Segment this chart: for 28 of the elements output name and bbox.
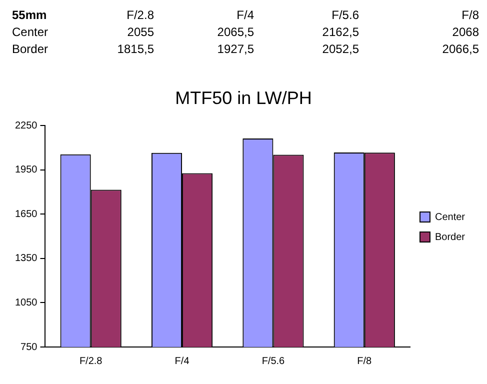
x-tick-label: F/8 xyxy=(357,356,372,367)
text: Center xyxy=(12,25,48,39)
text: 2065,5 xyxy=(216,25,254,39)
text: 2162,5 xyxy=(321,25,359,39)
y-tick-label: 1950 xyxy=(14,164,38,176)
y-tick-label: 1350 xyxy=(14,253,38,264)
category-label: F/2.8 xyxy=(126,8,154,22)
text: 2052,5 xyxy=(321,42,359,56)
text: 2055 xyxy=(126,25,154,39)
y-tick-label: 1050 xyxy=(14,297,38,308)
category-label: F/4 xyxy=(236,8,254,22)
text: Border xyxy=(12,42,48,56)
category-label: F/5.6 xyxy=(332,8,359,22)
text: 55mm xyxy=(12,8,48,22)
x-tick-label: F/2.8 xyxy=(79,356,103,367)
text: 2068 xyxy=(451,25,479,39)
x-tick-label: F/5.6 xyxy=(262,356,286,367)
text: 2066,5 xyxy=(441,42,479,56)
chart-title: MTF50 in LW/PH xyxy=(175,88,312,108)
legend-label: Border xyxy=(434,232,466,243)
text: 1815,5 xyxy=(116,42,154,56)
x-tick-label: F/4 xyxy=(174,356,190,367)
y-tick-label: 750 xyxy=(20,342,38,353)
legend-label: Center xyxy=(434,212,466,223)
text: 1927,5 xyxy=(216,42,254,56)
y-tick-label: 1650 xyxy=(14,208,38,220)
category-label: F/8 xyxy=(462,8,479,22)
y-tick-label: 2250 xyxy=(14,120,38,132)
